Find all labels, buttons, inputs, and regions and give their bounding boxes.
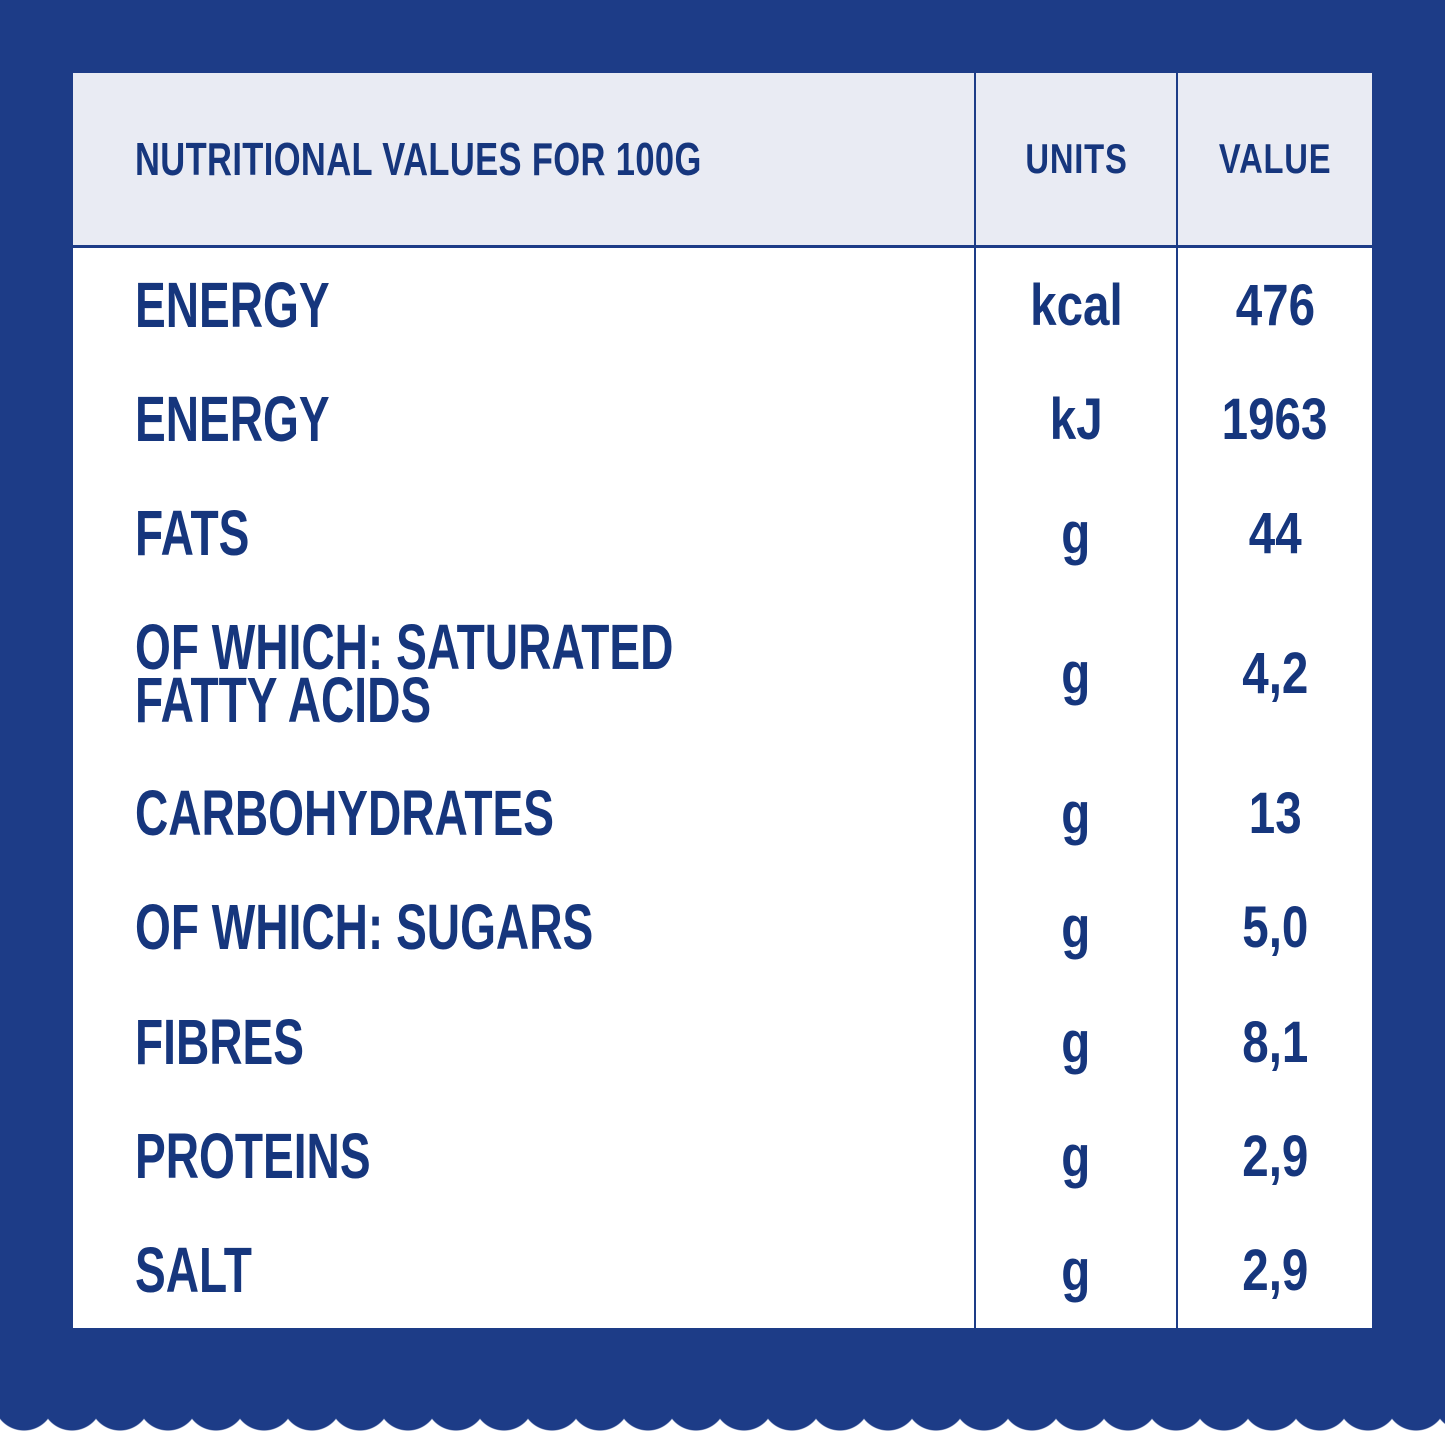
row-label: SALT — [135, 1234, 252, 1307]
row-value: 5,0 — [1241, 895, 1309, 961]
row-label: PROTEINS — [135, 1120, 371, 1193]
table-row: FATS g 44 — [73, 476, 1372, 591]
row-unit: g — [1061, 501, 1091, 567]
table-row: OF WHICH: SATURATED FATTY ACIDS g 4,2 — [73, 590, 1372, 757]
row-value: 2,9 — [1241, 1238, 1309, 1304]
row-unit: g — [1061, 1124, 1091, 1190]
row-value: 13 — [1248, 781, 1302, 847]
row-label: CARBOHYDRATES — [135, 777, 554, 850]
units-column-header: UNITS — [1024, 135, 1128, 182]
row-label: OF WHICH: SATURATED FATTY ACIDS — [135, 610, 674, 736]
row-label: ENERGY — [135, 382, 330, 455]
row-unit: g — [1061, 895, 1091, 961]
row-unit: kJ — [1049, 386, 1103, 452]
row-value: 8,1 — [1241, 1009, 1309, 1075]
row-unit: g — [1061, 781, 1091, 847]
row-value: 2,9 — [1241, 1124, 1309, 1190]
table-row: OF WHICH: SUGARS g 5,0 — [73, 870, 1372, 986]
table-title: NUTRITIONAL VALUES FOR 100G — [135, 133, 702, 185]
row-unit: g — [1061, 641, 1091, 707]
row-value: 44 — [1248, 501, 1302, 567]
table-header-title-cell: NUTRITIONAL VALUES FOR 100G — [73, 73, 974, 245]
row-value: 1963 — [1222, 386, 1328, 452]
table-row: SALT g 2,9 — [73, 1213, 1372, 1328]
row-value: 4,2 — [1241, 641, 1309, 707]
row-unit: g — [1061, 1238, 1091, 1304]
nutrition-table: NUTRITIONAL VALUES FOR 100G UNITS VALUE … — [73, 73, 1372, 1328]
value-column-header: VALUE — [1218, 135, 1332, 182]
table-row: ENERGY kcal 476 — [73, 248, 1372, 363]
row-unit: kcal — [1029, 272, 1123, 338]
table-row: FIBRES g 8,1 — [73, 985, 1372, 1100]
row-label: ENERGY — [135, 268, 330, 341]
table-body: ENERGY kcal 476 ENERGY kJ 1963 FATS g 44 — [73, 248, 1372, 1328]
row-label: OF WHICH: SUGARS — [135, 891, 594, 964]
table-header-row: NUTRITIONAL VALUES FOR 100G UNITS VALUE — [73, 73, 1372, 248]
row-label: FATS — [135, 497, 250, 570]
table-row: CARBOHYDRATES g 13 — [73, 756, 1372, 871]
table-row: PROTEINS g 2,9 — [73, 1099, 1372, 1214]
row-unit: g — [1061, 1009, 1091, 1075]
row-value: 476 — [1235, 272, 1315, 338]
table-header-units-cell: UNITS — [974, 73, 1176, 245]
scalloped-bottom-edge — [0, 1400, 1445, 1445]
row-label: FIBRES — [135, 1005, 304, 1078]
table-row: ENERGY kJ 1963 — [73, 362, 1372, 477]
table-header-value-cell: VALUE — [1176, 73, 1372, 245]
